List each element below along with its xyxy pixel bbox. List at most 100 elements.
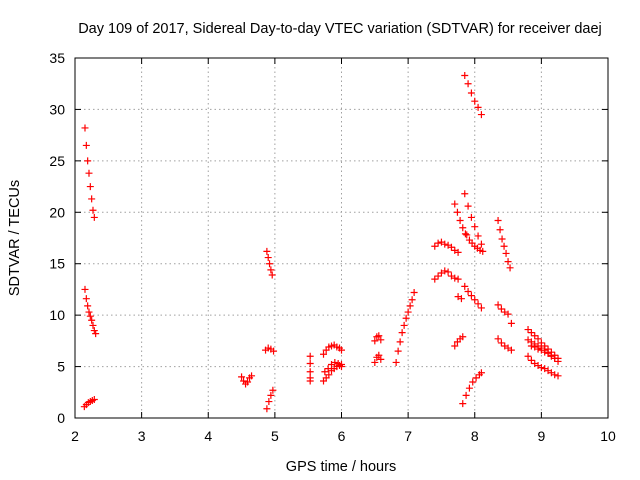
data-point bbox=[86, 312, 94, 320]
x-tick-label: 9 bbox=[537, 428, 545, 444]
series-s4 bbox=[238, 372, 256, 388]
axis-ticks: 2 3 4 5 6 7 8 9 10 0 5 10 15 20 25 30 35 bbox=[49, 50, 616, 444]
grid bbox=[75, 58, 608, 418]
series-s22 bbox=[494, 217, 514, 272]
data-point bbox=[408, 296, 416, 304]
data-point bbox=[454, 275, 462, 283]
data-point bbox=[504, 310, 512, 318]
x-tick-label: 4 bbox=[204, 428, 212, 444]
data-point bbox=[467, 213, 475, 221]
data-point bbox=[86, 183, 94, 191]
data-point bbox=[453, 208, 461, 216]
data-point bbox=[551, 354, 559, 362]
data-point bbox=[544, 349, 552, 357]
data-point bbox=[494, 335, 502, 343]
data-point bbox=[402, 314, 410, 322]
data-point bbox=[338, 361, 345, 369]
data-point bbox=[375, 351, 383, 359]
data-point bbox=[404, 308, 412, 316]
data-point bbox=[537, 364, 545, 372]
data-point bbox=[431, 242, 439, 250]
x-tick-label: 8 bbox=[471, 428, 479, 444]
x-tick-label: 2 bbox=[71, 428, 79, 444]
data-point bbox=[467, 292, 475, 300]
data-point bbox=[541, 348, 549, 356]
data-point bbox=[494, 301, 502, 309]
data-point bbox=[431, 275, 439, 283]
x-tick-label: 3 bbox=[138, 428, 146, 444]
data-point bbox=[244, 378, 252, 386]
series-s6 bbox=[262, 344, 278, 355]
data-point bbox=[527, 356, 535, 364]
data-point bbox=[464, 80, 472, 88]
data-point bbox=[371, 337, 379, 345]
series-s3 bbox=[80, 395, 98, 411]
series-s2 bbox=[81, 285, 100, 338]
chart-title: Day 109 of 2017, Sidereal Day-to-day VTE… bbox=[78, 21, 602, 37]
y-tick-label: 30 bbox=[49, 101, 65, 117]
data-point bbox=[527, 329, 535, 337]
plot-frame bbox=[74, 57, 609, 419]
data-point bbox=[457, 295, 465, 303]
data-point bbox=[89, 206, 97, 214]
x-tick-label: 5 bbox=[271, 428, 279, 444]
y-axis-label: SDTVAR / TECUs bbox=[7, 180, 23, 296]
data-point bbox=[459, 400, 467, 408]
data-point bbox=[396, 338, 404, 346]
data-point bbox=[456, 217, 464, 225]
data-point bbox=[371, 358, 379, 366]
x-axis-label: GPS time / hours bbox=[286, 459, 396, 475]
data-point bbox=[81, 285, 89, 293]
data-point bbox=[84, 302, 92, 310]
y-tick-label: 15 bbox=[49, 256, 65, 272]
data-point bbox=[451, 200, 459, 208]
series-s21 bbox=[459, 369, 485, 408]
data-point bbox=[394, 347, 402, 355]
data-point bbox=[90, 213, 98, 221]
x-tick-label: 10 bbox=[600, 428, 616, 444]
data-point bbox=[477, 369, 485, 377]
data-point bbox=[85, 308, 93, 316]
data-point bbox=[263, 405, 271, 413]
data-point bbox=[474, 300, 482, 308]
data-point bbox=[306, 368, 314, 376]
data-point bbox=[321, 368, 329, 376]
data-point bbox=[85, 169, 93, 177]
x-tick-label: 6 bbox=[338, 428, 346, 444]
data-points bbox=[80, 71, 562, 413]
series-s5 bbox=[263, 247, 276, 279]
data-point bbox=[507, 319, 515, 327]
data-point bbox=[89, 321, 97, 329]
data-point bbox=[534, 345, 542, 353]
data-point bbox=[507, 346, 515, 354]
data-point bbox=[306, 352, 314, 360]
series-s10 bbox=[320, 358, 345, 385]
data-point bbox=[464, 202, 472, 210]
data-point bbox=[434, 272, 442, 280]
data-point bbox=[334, 359, 342, 367]
data-point bbox=[461, 230, 469, 238]
data-point bbox=[477, 240, 485, 248]
data-point bbox=[463, 231, 471, 239]
data-point bbox=[524, 352, 532, 360]
series-s8 bbox=[306, 352, 314, 385]
series-s12 bbox=[392, 289, 418, 366]
data-point bbox=[377, 336, 385, 344]
data-point bbox=[264, 254, 272, 262]
series-s14 bbox=[431, 267, 462, 283]
data-point bbox=[451, 342, 459, 350]
data-point bbox=[502, 249, 510, 257]
data-point bbox=[497, 305, 505, 313]
data-point bbox=[248, 372, 256, 380]
data-point bbox=[465, 384, 473, 392]
data-point bbox=[461, 282, 469, 290]
data-point bbox=[534, 335, 542, 343]
data-point bbox=[88, 195, 96, 203]
series-s24 bbox=[494, 335, 515, 354]
data-point bbox=[498, 235, 506, 243]
data-point bbox=[554, 372, 562, 380]
series-s27 bbox=[524, 352, 562, 380]
data-point bbox=[454, 248, 462, 256]
series-s11 bbox=[371, 332, 385, 366]
